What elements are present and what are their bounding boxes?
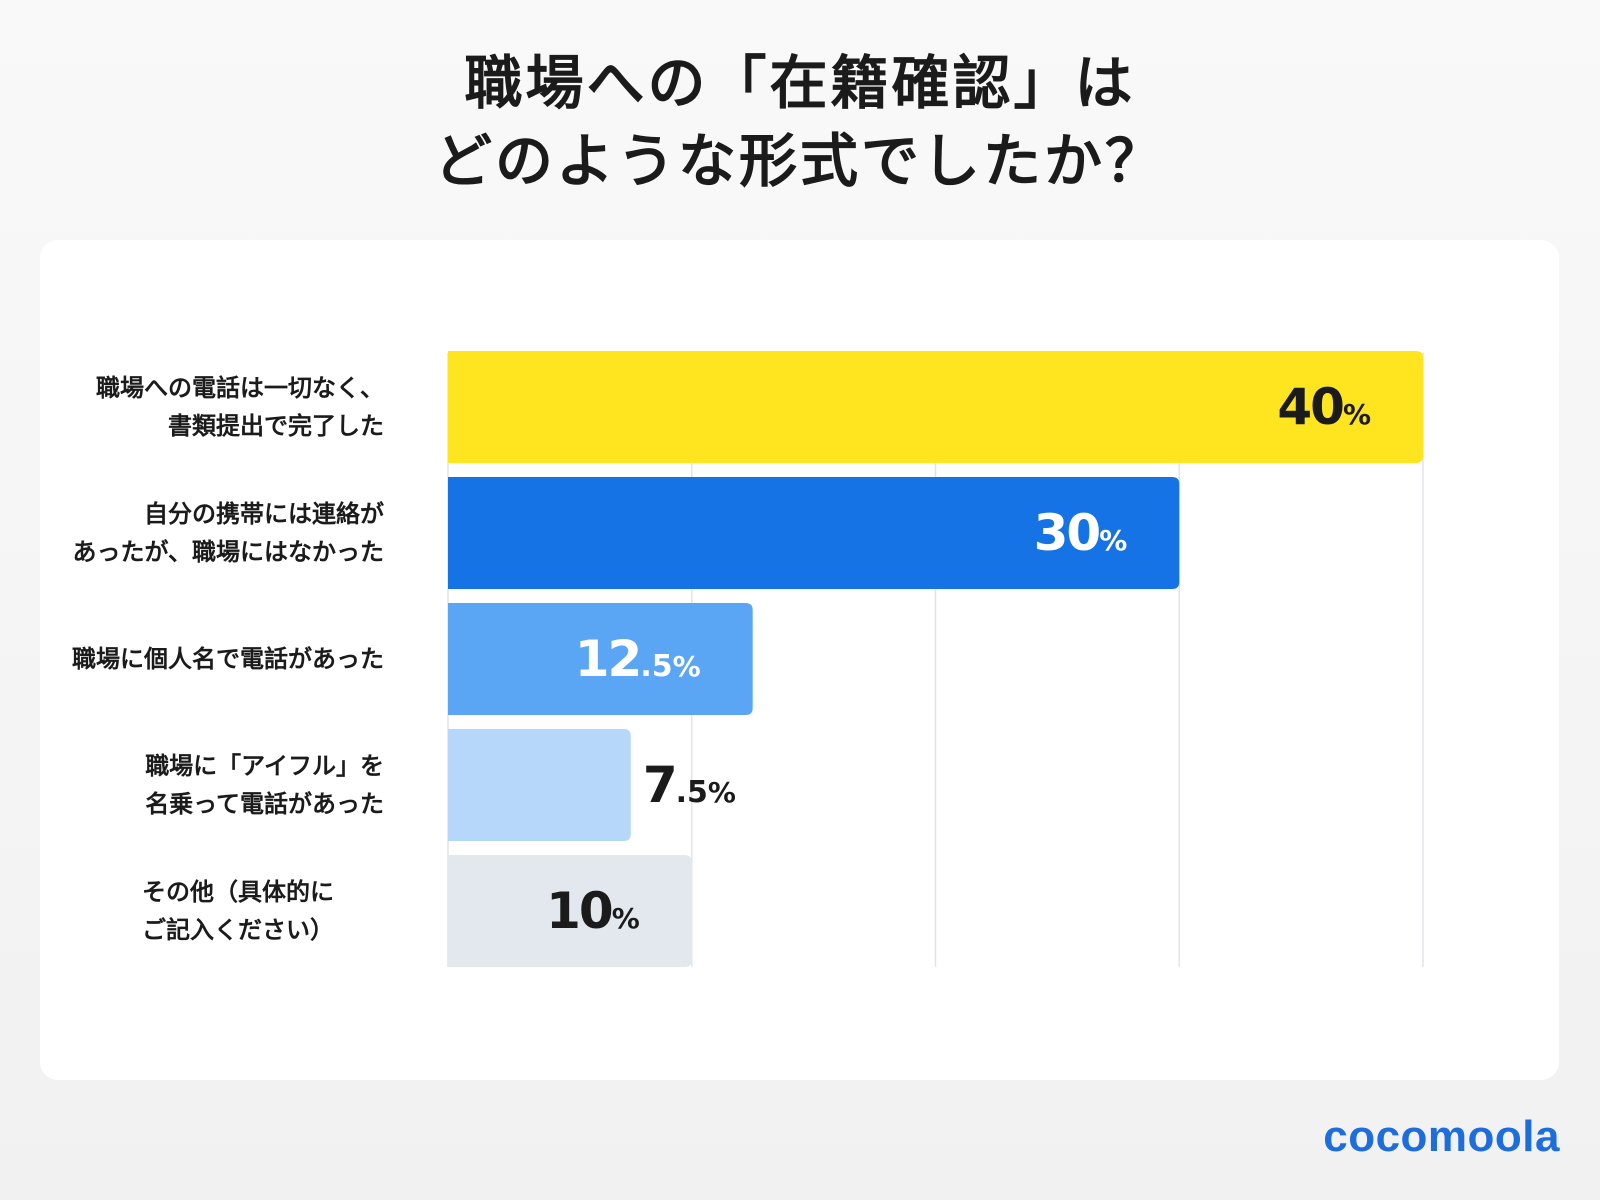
bar-5 (448, 855, 692, 967)
category-label-3: 職場に個人名で電話があった (4, 640, 384, 678)
value-label-3: 12.5% (575, 630, 701, 688)
category-label-line: 職場に「アイフル」を (145, 752, 384, 780)
category-label-line: 職場に個人名で電話があった (72, 645, 384, 673)
value-label-4: 7.5% (643, 756, 736, 814)
value-label-5: 10% (546, 882, 640, 940)
bar-4 (448, 729, 631, 841)
brand-logo: cocomoola (1323, 1112, 1560, 1161)
chart-title-line-2: どのような形式でしたか？ (433, 127, 1166, 195)
category-label-line: 名乗って電話があった (145, 790, 384, 818)
category-label-1: 職場への電話は一切なく、書類提出で完了した (4, 369, 384, 445)
category-label-5: その他（具体的に ご記入ください） (142, 873, 462, 949)
chart-title: 職場への「在籍確認」は どのような形式でしたか？ (0, 44, 1600, 200)
bar-2 (448, 477, 1180, 589)
category-label-line: 書類提出で完了した (168, 412, 384, 440)
category-label-2: 自分の携帯には連絡があったが、職場にはなかった (4, 495, 384, 571)
category-label-line: ご記入ください） (142, 916, 334, 944)
bar-1 (448, 351, 1423, 463)
bar-3 (448, 603, 753, 715)
value-label-2: 30% (1034, 504, 1128, 562)
category-label-line: 職場への電話は一切なく、 (96, 374, 384, 402)
value-label-1: 40% (1277, 378, 1371, 436)
chart-card: 40% 30% 12.5% 7.5% 10% 職場への電話は一切なく、書類提出で完了した… (40, 240, 1559, 1080)
chart-title-line-1: 職場への「在籍確認」は (464, 49, 1136, 117)
category-label-line: 自分の携帯には連絡が (144, 500, 384, 528)
bar-chart: 40% 30% 12.5% 7.5% 10% (447, 351, 1424, 967)
category-label-4: 職場に「アイフル」を 名乗って電話があった (4, 747, 384, 823)
category-label-line: あったが、職場にはなかった (72, 538, 384, 566)
category-label-line: その他（具体的に (142, 878, 334, 906)
